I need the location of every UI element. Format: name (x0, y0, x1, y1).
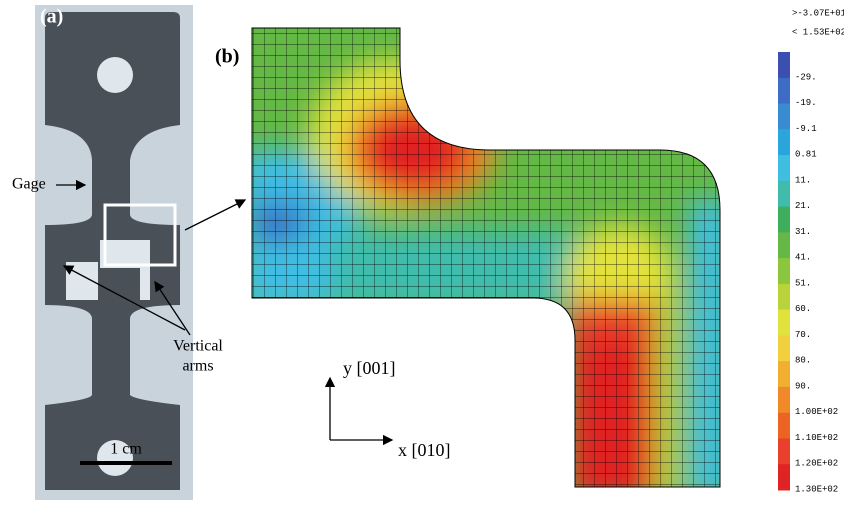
colorbar-label: 0.81 (795, 150, 817, 160)
colorbar-swatch (778, 258, 790, 285)
specimen-photo (35, 5, 193, 500)
colorbar-label: 31. (795, 227, 811, 237)
panel-label: (b) (215, 46, 239, 68)
annotation: Gage (12, 176, 46, 193)
scale-label: 1 cm (110, 441, 142, 458)
zoom-arrow (184, 199, 247, 231)
colorbar-label: 70. (795, 330, 811, 340)
colorbar-swatch (778, 464, 790, 491)
axis-label: y [001] (343, 358, 396, 378)
colorbar-swatch (778, 155, 790, 182)
annotation: arms (182, 358, 213, 375)
colorbar-swatch (778, 52, 790, 79)
colorbar-label: 41. (795, 253, 811, 263)
panel-label: (a) (40, 6, 63, 28)
colorbar-label: 1.20E+02 (795, 459, 838, 469)
colorbar-swatch (778, 103, 790, 130)
colorbar-label: 11. (795, 175, 811, 185)
colorbar-label: 21. (795, 201, 811, 211)
colorbar-swatch (778, 386, 790, 414)
axis-label: x [010] (398, 440, 451, 460)
colorbar: -29. -19. -9.1 0.81 11. 21. 31. 41. 51. 60. 70. 80.… (778, 52, 838, 494)
arrow (62, 265, 186, 331)
colorbar-swatch (778, 232, 790, 259)
colorbar-swatch (778, 412, 790, 439)
colorbar-swatch (778, 438, 790, 465)
colorbar-label: 90. (795, 381, 811, 391)
colorbar-swatch (778, 77, 790, 105)
contour-plot (252, 28, 720, 487)
colorbar-label: -9.1 (795, 124, 817, 134)
annotation: Vertical (173, 338, 223, 355)
colorbar-swatch (778, 361, 790, 388)
colorbar-label: -29. (795, 72, 817, 82)
colorbar-min: < 1.53E+02 (792, 27, 844, 37)
colorbar-label: 1.30E+02 (795, 484, 838, 494)
colorbar-swatch (778, 309, 790, 336)
contour-outline (251, 27, 721, 488)
colorbar-label: 1.00E+02 (795, 407, 838, 417)
colorbar-swatch (778, 129, 790, 156)
arrow (154, 280, 191, 336)
colorbar-label: -19. (795, 98, 817, 108)
colorbar-swatch (778, 335, 790, 362)
colorbar-swatch (778, 180, 790, 208)
colorbar-label: 51. (795, 278, 811, 288)
colorbar-label: 1.10E+02 (795, 433, 838, 443)
colorbar-swatch (778, 206, 790, 233)
colorbar-max: >-3.07E+01 (792, 8, 844, 18)
colorbar-swatch (778, 283, 790, 311)
colorbar-label: 60. (795, 304, 811, 314)
colorbar-label: 80. (795, 356, 811, 366)
